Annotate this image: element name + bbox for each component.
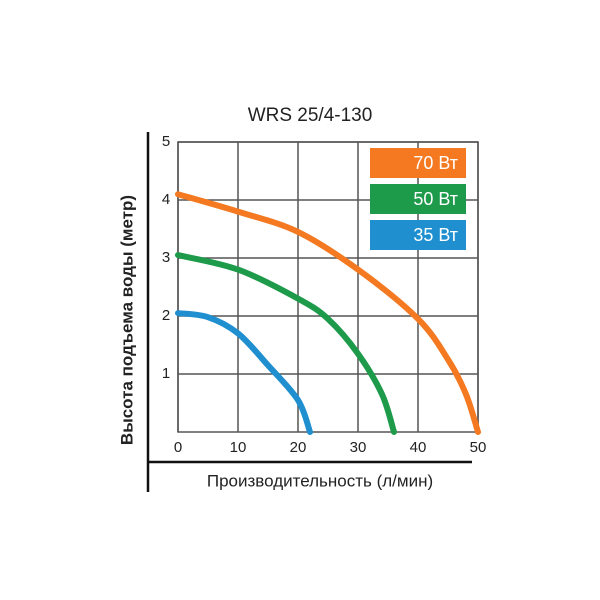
y-tick-label: 4 [162,191,170,208]
y-tick-label: 3 [162,249,170,266]
x-tick-label: 50 [470,439,487,456]
legend-label: 35 Вт [413,225,458,245]
line [175,252,397,435]
y-tick-label: 1 [162,365,170,382]
legend-swatch [370,148,466,178]
chart-title: WRS 25/4-130 [248,105,373,126]
y-axis-label: Высота подъема воды (метр) [117,195,136,445]
x-tick-label: 30 [350,439,367,456]
line [175,310,313,435]
x-tick-label: 40 [410,439,427,456]
line [175,191,481,435]
legend-label: 50 Вт [413,189,458,209]
legend-swatch [370,184,466,214]
x-tick-label: 20 [290,439,307,456]
x-axis-label: Производительность (л/мин) [207,471,433,490]
legend-swatch [370,220,466,250]
legend-label: 70 Вт [413,153,458,173]
y-tick-label: 2 [162,307,170,324]
y-tick-label: 5 [162,133,170,150]
x-tick-label: 10 [230,439,247,456]
x-tick-label: 0 [174,439,182,456]
